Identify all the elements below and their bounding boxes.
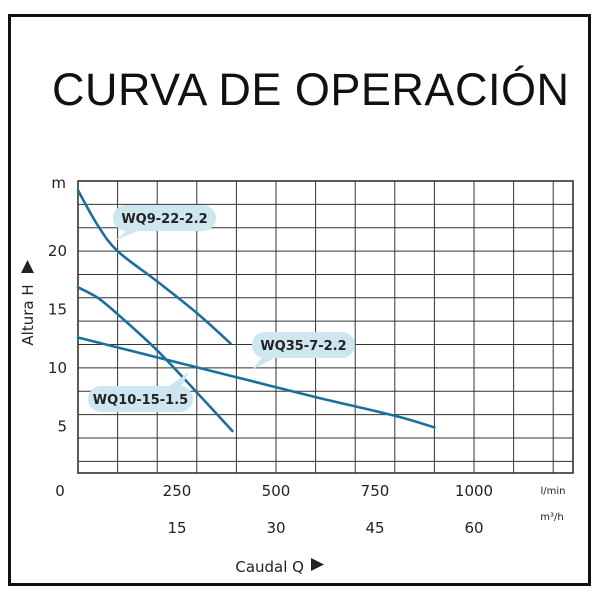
x-tick-label: 500 — [262, 482, 291, 500]
x-axis-title: Caudal Q — [235, 558, 304, 576]
x-tick-label: 750 — [361, 482, 390, 500]
x-tick-label: 1000 — [455, 482, 493, 500]
x-unit-secondary: m³/h — [540, 512, 563, 523]
series-label-badge — [113, 205, 216, 231]
series-label-badge — [88, 386, 193, 412]
series-label: WQ35-7-2.2 — [260, 339, 346, 354]
x2-tick-label: 15 — [167, 519, 186, 537]
x2-tick-label: 30 — [266, 519, 285, 537]
x-unit-primary: l/min — [540, 486, 565, 497]
series-label: WQ10-15-1.5 — [93, 393, 188, 408]
series-line-wq35-7-2.2 — [76, 336, 436, 429]
x2-tick-label: 45 — [365, 519, 384, 537]
y-tick-label: 10 — [48, 359, 67, 377]
series-label-pointer — [252, 357, 276, 370]
series-label: WQ9-22-2.2 — [121, 212, 207, 227]
figure-frame — [8, 14, 591, 586]
chart-title: CURVA DE OPERACIÓN — [52, 64, 570, 115]
series-label-pointer — [168, 372, 189, 387]
y-tick-label: 15 — [48, 300, 67, 318]
series-label-badge — [252, 332, 355, 358]
y-axis-arrow-icon — [21, 260, 34, 273]
y-tick-label: 5 — [57, 417, 67, 435]
grid — [77, 180, 574, 474]
x2-tick-label: 60 — [464, 519, 483, 537]
plot-border — [77, 180, 574, 474]
series-label-pointer — [114, 230, 140, 241]
series-line-wq10-15-1.5 — [76, 286, 234, 433]
x-axis-arrow-icon — [311, 558, 324, 571]
origin-label: 0 — [55, 482, 65, 500]
y-unit-label: m — [51, 174, 66, 192]
label-layer: WQ9-22-2.2 WQ10-15-1.5 WQ35-7-2.2 5 10 15 20 m 2… — [19, 174, 566, 576]
x-tick-label: 250 — [163, 482, 192, 500]
y-tick-label: 20 — [48, 242, 67, 260]
y-axis-title: Altura H — [19, 284, 37, 345]
series-layer — [76, 189, 436, 433]
series-line-wq9-22-2.2 — [76, 189, 232, 345]
